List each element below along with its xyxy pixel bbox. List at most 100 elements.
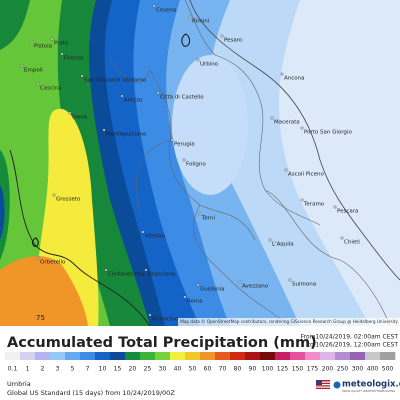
city-dot [80,74,84,78]
city-label: Fiumicino [152,317,179,323]
legend-tick-label: 300 [352,366,364,373]
city-label: Cesena [156,8,176,14]
city-dot [148,313,152,317]
legend-swatch [215,352,231,360]
legend-swatch [5,352,21,360]
city-dot [268,238,272,242]
logo-icon [333,381,341,389]
city-label: L'Aquila [272,242,294,248]
lake [181,33,191,47]
city-label: Montepulciano [106,132,147,138]
legend-tick-label: 90 [249,366,257,373]
city-label: Pistoia [34,44,52,50]
legend-swatch [170,352,186,360]
city-dot [120,94,124,98]
city-label: San Giovanni Valdarno [84,78,147,84]
legend-tick-label: 30 [159,366,167,373]
city-label: Macerata [274,120,300,126]
legend-swatch [65,352,81,360]
precip-zone [0,150,10,260]
legend-swatch [50,352,66,360]
legend-tick-label: 100 [262,366,274,373]
city-label: Roma [187,299,203,305]
city-dot [68,111,72,115]
city-label: Pescara [337,209,358,215]
legend-tick-label: 400 [367,366,379,373]
city-dot [196,283,200,287]
city-label: Città di Castello [160,94,204,101]
city-label: Terni [201,216,215,222]
city-dot [182,158,186,162]
city-dot [30,40,34,44]
city-label: Empoli [24,68,43,74]
date-to: to 10/26/2019, 12:00am CEST [307,342,398,349]
city-dot [50,37,54,41]
coastline [9,149,151,327]
legend-swatch [230,352,246,360]
city-label: Pesaro [224,38,243,44]
legend-swatch [320,352,336,360]
legend-swatch [260,352,276,360]
attribution: Map data © OpenStreetMap contributors, r… [180,319,398,324]
city-label: Ascoli Piceno [288,172,324,178]
city-label: Guidonia [200,287,225,293]
legend-tick-label: 250 [337,366,349,373]
model-info: Global US Standard (15 days) from 10/24/… [7,389,175,397]
precip-zone [0,255,88,326]
city-label: Bracciano [148,272,176,278]
city-label: Perugia [174,142,195,148]
city-dot [300,126,304,130]
contour-label: 75 [36,314,45,322]
city-dot [288,278,292,282]
flag-stripe [316,381,330,383]
brand: meteologix.com [342,380,400,390]
city-dot [198,212,202,216]
legend-tick-label: 25 [144,366,152,373]
city-dot [196,58,200,62]
legend-tick-label: 125 [277,366,289,373]
city-dot [170,138,174,142]
city-dot [220,34,224,38]
flag-stripe [316,386,330,388]
legend-swatch [350,352,366,360]
city-dot [20,64,24,68]
city-label: Avezzano [242,284,269,290]
city-dot [36,256,40,260]
legend-swatch [335,352,351,360]
coastline [189,0,400,281]
legend-tick-label: 70 [219,366,227,373]
legend: 0.1 1 2 3 5 7 10 15 20 25 30 40 50 60 70 80 90 100 125 150 1… [5,352,396,373]
legend-swatch [95,352,111,360]
legend-tick-label: 7 [86,366,90,373]
legend-tick-label: 5 [71,366,75,373]
city-label: Chieti [344,240,360,246]
city-dot [284,168,288,172]
attribution-bg [178,318,400,326]
legend-swatch [290,352,306,360]
legend-tick-label: 200 [322,366,334,373]
city-label: Orbetello [40,260,66,266]
city-label: Siena [72,115,87,121]
region-borders [109,0,391,327]
legend-tick-label: 40 [174,366,182,373]
legend-swatch [275,352,291,360]
city-label: Firenze [64,56,84,62]
city-dot [300,198,304,202]
legend-tick-label: 10 [99,366,107,373]
flag-stripe [316,384,330,386]
legend-swatch [365,352,381,360]
city-label: Urbino [200,62,219,68]
legend-swatch [200,352,216,360]
city-dot [36,82,40,86]
city-dot [183,295,187,299]
legend-swatch [185,352,201,360]
legend-swatch [155,352,171,360]
city-dot [340,236,344,240]
city-label: Prato [54,41,69,47]
city-label: Grosseto [56,197,81,203]
legend-tick-label: 1 [26,366,30,373]
city-dot [152,4,156,8]
legend-tick-label: 15 [114,366,122,373]
